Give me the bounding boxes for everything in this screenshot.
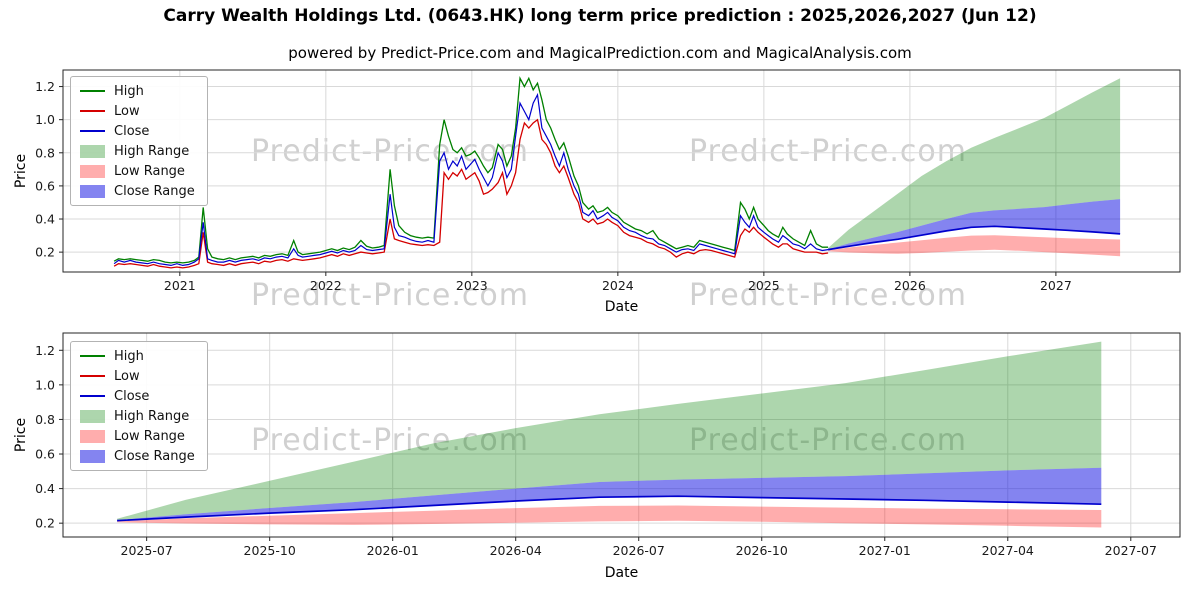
high-swatch-icon <box>80 89 105 93</box>
x-tick-label: 2022 <box>310 278 342 293</box>
legend-item-low-range: Low Range <box>80 428 195 444</box>
low-range-area <box>117 505 1102 528</box>
legend-label: High Range <box>114 408 190 424</box>
plot-border <box>62 69 1181 273</box>
y-tick-label: 1.2 <box>35 79 55 94</box>
prediction-zoom-chart: 2025-07 2025-10 2026-01 2026-04 2026-07 2026-… <box>35 332 1181 558</box>
legend-label: Low <box>114 103 140 119</box>
y-tick-label: 1.0 <box>35 112 55 127</box>
legend-item-high: High <box>80 348 195 364</box>
watermark-text: Predict-Price.com <box>251 278 529 313</box>
plot-border <box>62 332 1181 538</box>
low-range-area <box>828 235 1121 257</box>
legend-item-low: Low <box>80 103 195 119</box>
legend-item-high-range: High Range <box>80 143 195 159</box>
y-axis-label-bottom: Price <box>13 417 29 453</box>
close-range-area <box>117 467 1102 521</box>
x-tick-label: 2027-04 <box>982 543 1034 558</box>
high-swatch-icon <box>80 354 105 358</box>
close-forecast-line <box>117 495 1102 522</box>
x-axis-label-top: Date <box>604 299 639 315</box>
close-range-swatch-icon <box>80 449 105 463</box>
x-tick-label: 2026-01 <box>367 543 419 558</box>
close-range-area <box>828 199 1121 250</box>
legend-item-high-range: High Range <box>80 408 195 424</box>
legend-label: High <box>114 83 144 99</box>
y-tick-label: 0.2 <box>35 245 55 260</box>
legend-label: Close Range <box>114 448 195 464</box>
y-tick-label: 0.4 <box>35 481 55 496</box>
x-tick-label: 2025-10 <box>244 543 296 558</box>
legend-item-low: Low <box>80 368 195 384</box>
y-tick-label: 0.8 <box>35 412 55 427</box>
page-title: Carry Wealth Holdings Ltd. (0643.HK) lon… <box>163 6 1037 26</box>
legend-item-high: High <box>80 83 195 99</box>
y-tick-label: 0.2 <box>35 516 55 531</box>
low-range-swatch-icon <box>80 164 105 178</box>
close-range-swatch-icon <box>80 184 105 198</box>
legend-label: Low <box>114 368 140 384</box>
watermark-text: Predict-Price.com <box>689 134 967 169</box>
close-forecast-line <box>827 225 1121 251</box>
x-tick-label: 2024 <box>602 278 634 293</box>
watermark-text: Predict-Price.com <box>251 423 529 458</box>
legend-label: Low Range <box>114 163 185 179</box>
x-tick-label: 2021 <box>164 278 196 293</box>
high-range-area <box>117 341 1102 521</box>
x-tick-label: 2023 <box>456 278 488 293</box>
x-tick-label: 2025 <box>748 278 780 293</box>
x-tick-label: 2026 <box>894 278 926 293</box>
legend-label: High <box>114 348 144 364</box>
legend-label: Low Range <box>114 428 185 444</box>
low-line <box>113 118 829 269</box>
high-line <box>113 76 829 264</box>
low-swatch-icon <box>80 109 105 113</box>
high-range-area <box>828 78 1121 250</box>
low-swatch-icon <box>80 374 105 378</box>
x-tick-label: 2026-04 <box>490 543 542 558</box>
y-axis-label-top: Price <box>13 153 29 189</box>
legend-item-low-range: Low Range <box>80 163 195 179</box>
x-tick-label: 2025-07 <box>121 543 173 558</box>
legend-item-close: Close <box>80 123 195 139</box>
legend-bottom-chart: High Low Close High Range Low Range Close Ran… <box>70 341 208 471</box>
y-tick-label: 0.6 <box>35 178 55 193</box>
price-history-chart: 2021 2022 2023 2024 2025 2026 2027 0.2 0.4 0.6 0.8… <box>35 69 1181 293</box>
legend-label: Close <box>114 123 150 139</box>
x-tick-label: 2026-07 <box>613 543 665 558</box>
x-axis-label-bottom: Date <box>604 565 639 581</box>
x-tick-label: 2026-10 <box>736 543 788 558</box>
y-tick-label: 0.8 <box>35 145 55 160</box>
y-tick-label: 0.4 <box>35 212 55 227</box>
legend-item-close-range: Close Range <box>80 448 195 464</box>
low-range-swatch-icon <box>80 429 105 443</box>
watermark-text: Predict-Price.com <box>689 278 967 313</box>
high-range-swatch-icon <box>80 409 105 423</box>
x-tick-label: 2027-01 <box>859 543 911 558</box>
high-range-swatch-icon <box>80 144 105 158</box>
legend-item-close-range: Close Range <box>80 183 195 199</box>
legend-top-chart: High Low Close High Range Low Range Close Ran… <box>70 76 208 206</box>
x-tick-label: 2027 <box>1040 278 1072 293</box>
legend-label: Close <box>114 388 150 404</box>
y-tick-label: 1.0 <box>35 377 55 392</box>
close-swatch-icon <box>80 394 105 398</box>
close-history-line <box>113 92 829 267</box>
legend-label: Close Range <box>114 183 195 199</box>
legend-item-close: Close <box>80 388 195 404</box>
watermark-text: Predict-Price.com <box>608 423 1048 458</box>
y-tick-label: 0.6 <box>35 447 55 462</box>
legend-label: High Range <box>114 143 190 159</box>
y-tick-label: 1.2 <box>35 343 55 358</box>
close-swatch-icon <box>80 129 105 133</box>
page-subtitle: powered by Predict-Price.com and Magical… <box>288 44 912 62</box>
x-tick-label: 2027-07 <box>1105 543 1157 558</box>
